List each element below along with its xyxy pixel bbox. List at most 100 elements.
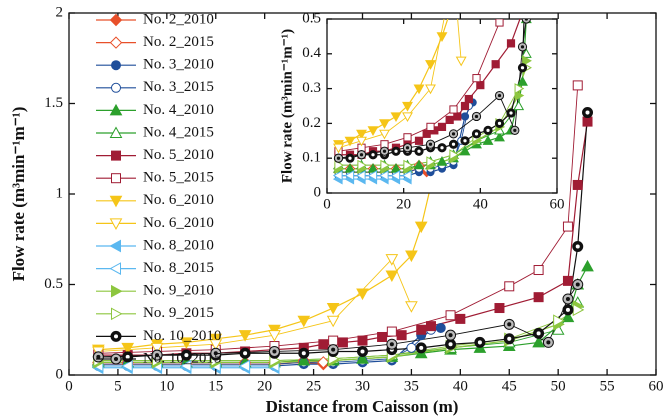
legend-label: No. 2_2015	[143, 34, 214, 50]
marker-shape	[326, 303, 340, 315]
marker	[406, 342, 417, 353]
marker-shape	[390, 163, 402, 173]
legend-label: No. 9_2015	[143, 305, 214, 321]
x-tick-label: 30	[355, 378, 370, 394]
marker-shape	[422, 129, 431, 138]
marker	[514, 83, 525, 95]
marker-shape	[437, 122, 447, 131]
marker	[572, 279, 584, 290]
marker-dot	[486, 128, 490, 132]
marker-shape	[472, 74, 481, 83]
marker	[345, 153, 355, 163]
marker-shape	[426, 156, 437, 168]
marker-shape	[449, 0, 458, 6]
marker	[572, 240, 584, 252]
marker-shape	[111, 173, 121, 184]
y-tick-label: 0.5	[302, 10, 321, 26]
marker	[582, 116, 593, 127]
marker	[455, 56, 467, 67]
marker	[332, 170, 343, 182]
main-plot	[91, 80, 594, 375]
x-tick-label: 0	[65, 378, 73, 394]
marker-shape	[357, 159, 368, 171]
marker-shape	[238, 359, 251, 373]
legend-label: No. 4_2015	[143, 124, 214, 140]
marker-shape	[109, 13, 123, 27]
marker	[122, 351, 134, 363]
marker	[109, 262, 121, 275]
marker	[367, 170, 378, 182]
marker	[435, 322, 446, 333]
marker-shape	[553, 314, 565, 328]
marker-shape	[121, 342, 135, 355]
marker	[494, 118, 505, 129]
marker	[533, 292, 544, 303]
marker	[471, 129, 482, 139]
marker-shape	[405, 301, 418, 313]
marker	[379, 129, 390, 140]
marker	[333, 153, 344, 163]
marker	[482, 135, 494, 145]
marker-shape	[111, 82, 121, 93]
marker-shape	[445, 310, 456, 321]
marker-dot	[448, 342, 453, 347]
marker	[344, 170, 355, 182]
marker-dot	[348, 156, 352, 160]
y-axis-label: Flow rate (m³min⁻¹m⁻¹)	[9, 107, 28, 282]
marker-shape	[406, 342, 417, 353]
marker	[425, 139, 436, 149]
marker-shape	[385, 270, 399, 282]
marker	[326, 315, 340, 328]
marker	[437, 122, 447, 131]
marker	[533, 327, 545, 339]
marker-dot	[243, 351, 248, 356]
x-tick-label: 40	[453, 378, 468, 394]
marker	[377, 331, 388, 342]
marker	[180, 349, 192, 361]
y-tick-label: 1.5	[44, 95, 63, 111]
marker	[504, 281, 515, 292]
marker-shape	[425, 84, 436, 95]
marker	[415, 342, 427, 354]
marker	[460, 101, 470, 111]
marker	[238, 359, 251, 373]
marker	[472, 74, 481, 83]
marker-shape	[179, 359, 192, 373]
marker	[268, 330, 281, 342]
marker-shape	[455, 56, 467, 67]
marker	[464, 94, 473, 104]
marker	[344, 136, 356, 147]
y-tick-label: 1	[56, 185, 64, 201]
marker-shape	[150, 342, 164, 355]
marker-shape	[401, 170, 412, 182]
marker	[483, 125, 493, 135]
marker	[513, 100, 525, 111]
y-tick-label: 2	[56, 4, 64, 20]
marker	[471, 111, 482, 122]
marker-dot	[497, 121, 502, 126]
marker-dot	[301, 351, 306, 356]
marker-shape	[180, 337, 193, 349]
marker	[298, 347, 310, 359]
marker-shape	[561, 310, 575, 323]
marker-shape	[356, 129, 367, 140]
marker	[209, 339, 223, 351]
x-tick-label: 50	[551, 378, 566, 394]
marker-dot	[565, 307, 570, 312]
marker-dot	[184, 353, 189, 358]
marker-shape	[426, 122, 435, 131]
marker-shape	[109, 239, 121, 253]
marker	[401, 170, 412, 182]
marker-shape	[416, 324, 427, 335]
marker	[455, 313, 466, 324]
marker-shape	[111, 307, 123, 321]
marker-shape	[109, 103, 123, 116]
marker-shape	[455, 313, 466, 324]
marker	[385, 254, 399, 266]
marker	[459, 145, 471, 156]
x-tick-label: 20	[257, 378, 272, 394]
y-tick-label: 0.4	[302, 45, 321, 61]
marker	[532, 335, 545, 348]
marker-dot	[536, 331, 541, 336]
marker-shape	[378, 170, 389, 182]
